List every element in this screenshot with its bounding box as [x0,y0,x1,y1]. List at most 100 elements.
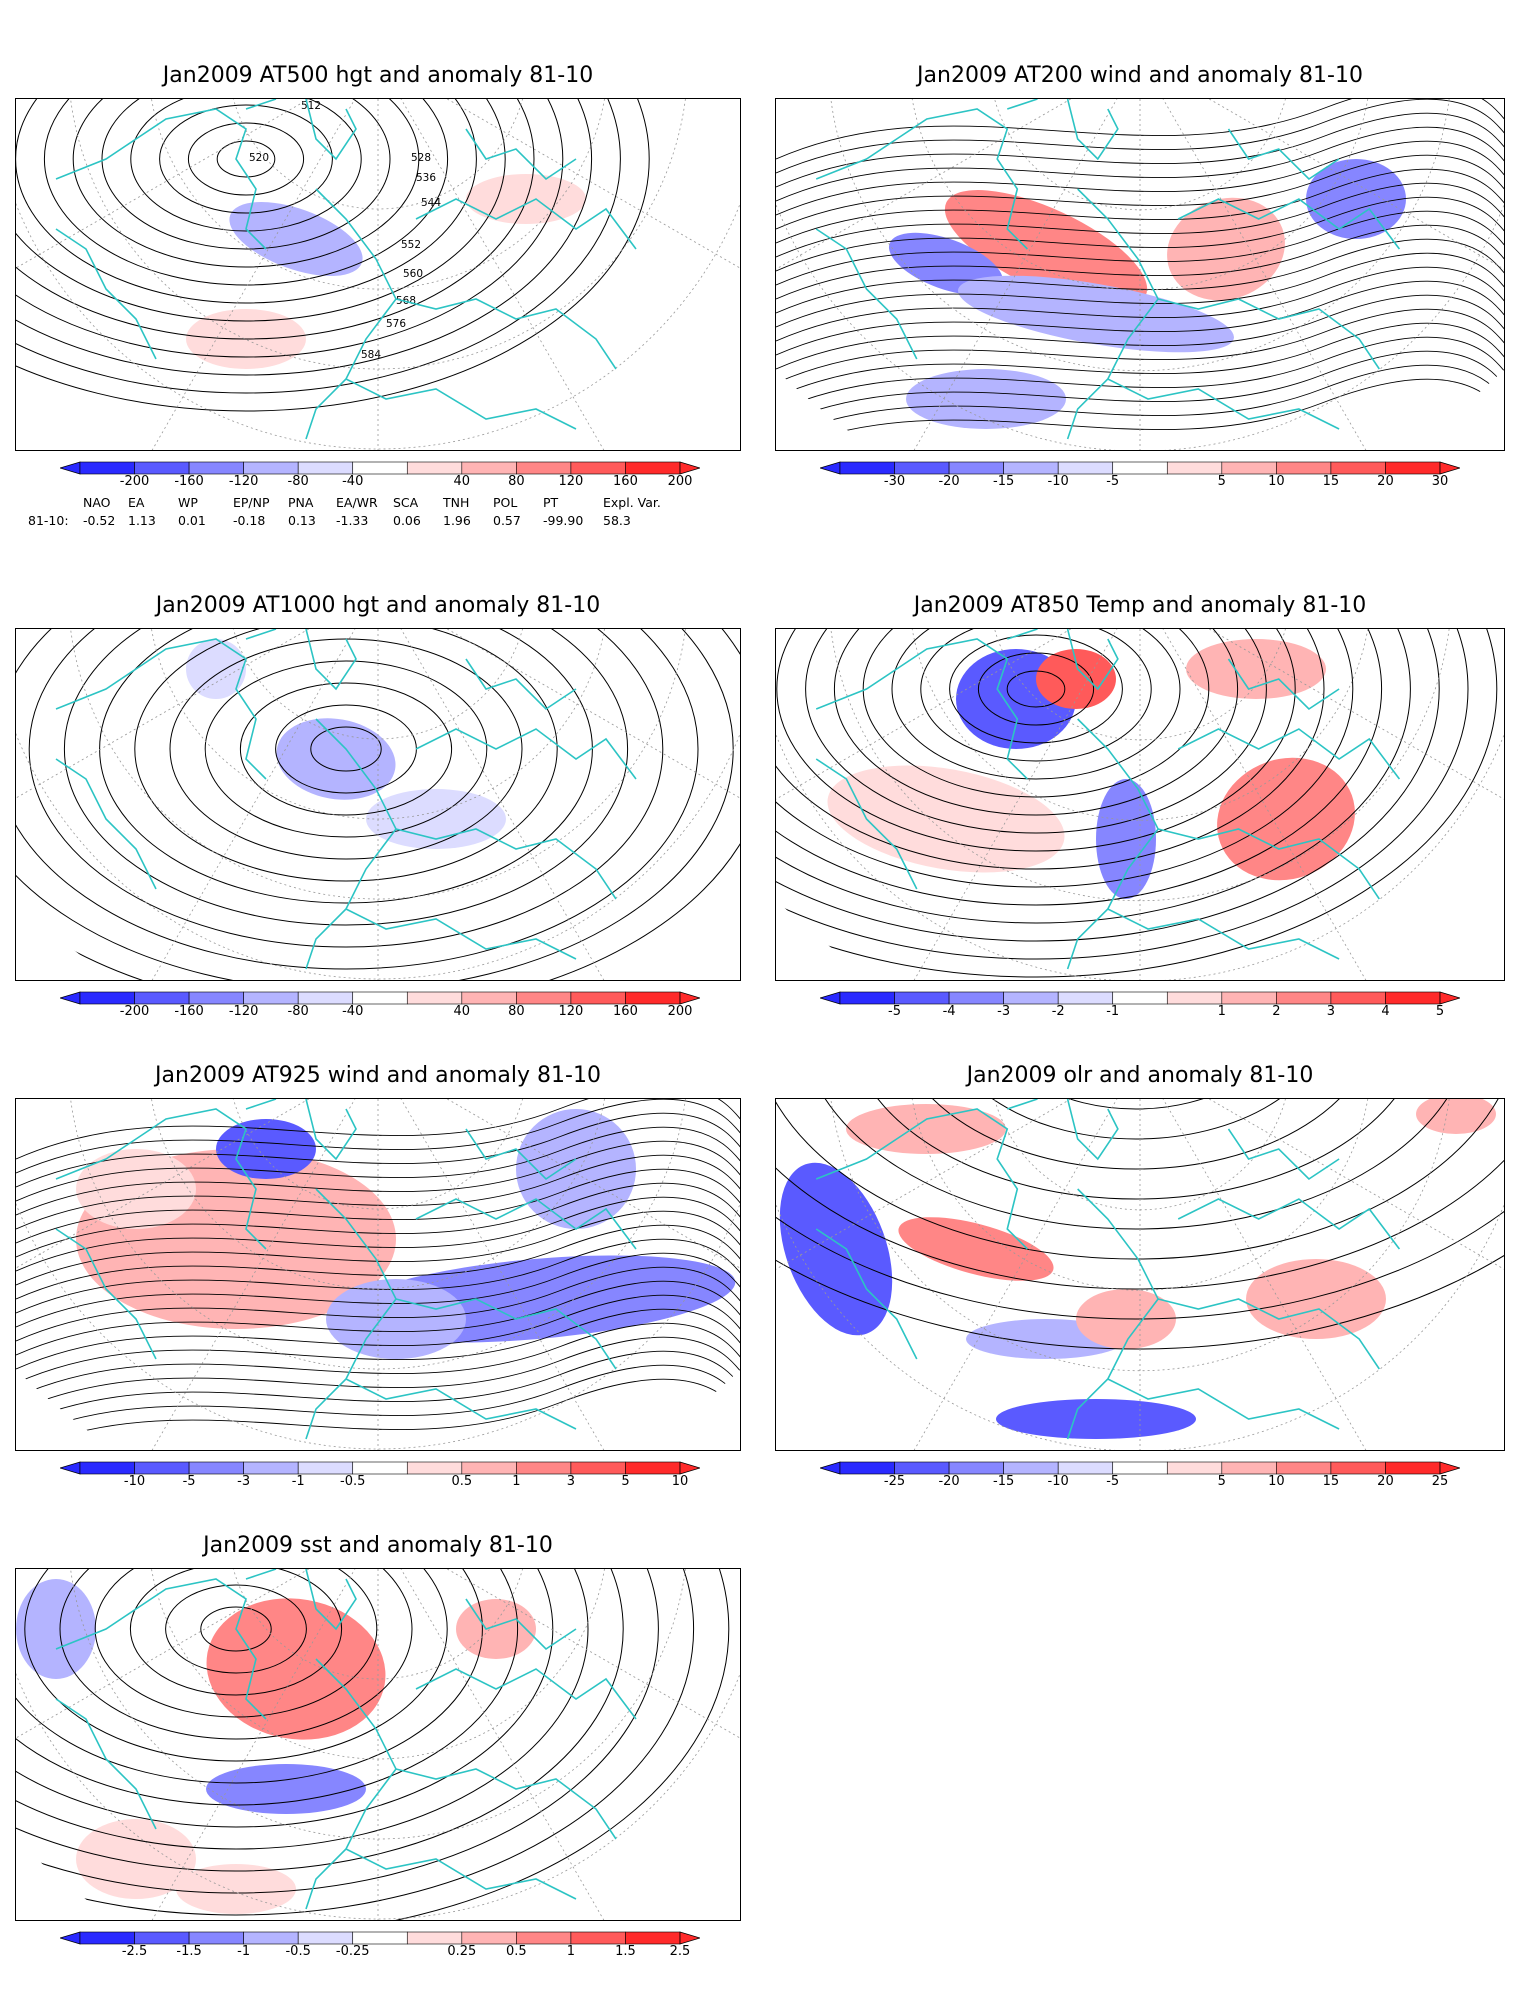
colorbar-graphic [58,991,702,1005]
contour-line [776,629,1498,978]
colorbar-tick-label: -25 [883,1474,906,1489]
coastline-layer [55,99,637,440]
outside-domain [776,370,1504,450]
latitude-circles [16,1099,740,1450]
contour-line [16,99,506,322]
coastline [815,1228,918,1360]
contour-line [16,1569,589,1850]
colorbar-swatch [134,1931,190,1945]
anomaly-area [466,174,586,224]
streamline [776,99,1504,160]
coastline [345,908,577,960]
streamline [776,168,1504,244]
streamline [16,1196,740,1272]
coastline [1227,658,1340,711]
map-graphic [16,1099,740,1450]
anomaly-area [326,1279,466,1359]
colorbar-swatch [570,991,626,1005]
index-row-label: 81-10: [28,513,69,528]
meridian [913,629,1118,980]
colorbar-swatch [570,1461,626,1475]
meridian [151,629,356,980]
colorbar-graphic [58,1931,702,1945]
streamline [776,154,1504,230]
colorbar-swatch [352,1931,408,1945]
colorbar-swatch [625,991,681,1005]
streamline [16,1210,740,1286]
contour-line [16,99,650,412]
colorbar-swatch [1003,461,1059,475]
colorbar-tick-label: 200 [667,1004,693,1019]
coastline-layer [55,1099,637,1440]
colorbar-at1000: -200 -160 -120 -80 -40 40 80 120 160 200 [58,990,702,1019]
coastline [465,128,577,181]
colorbar-swatch [516,1931,572,1945]
contour-line [776,629,1382,906]
colorbar-tick-label: -2.5 [121,1944,148,1959]
contour-line [1068,1099,1204,1110]
contour-line [165,1584,307,1674]
index-header: PNA [288,495,314,510]
contour-line [28,629,664,948]
colorbar-swatch [948,1461,1004,1475]
coastline [1157,828,1380,900]
contour-line [16,99,592,376]
meridian [151,1569,356,1920]
meridian [151,1099,356,1450]
meridian [776,99,1072,270]
meridian [400,1099,605,1450]
colorbar-arrow-high [679,1461,702,1475]
panel-title: Jan2009 AT850 Temp and anomaly 81-10 [913,593,1367,618]
colorbar-tick-label: -1 [291,1474,305,1489]
colorbar-tick-label: -10 [1047,1474,1069,1489]
anomaly-area [276,718,396,800]
colorbar-swatch [516,991,572,1005]
meridian [400,629,605,980]
colorbar-tick-label: 10 [1268,1474,1285,1489]
index-table: NAO EA WP EP/NP PNA EA/WR SCA TNH POL PT Expl. Var… [28,495,708,535]
anomaly-area [1306,159,1406,239]
colorbar-swatch [1003,991,1059,1005]
streamline [776,224,1504,300]
streamline [776,350,1504,426]
colorbar-swatch [1221,991,1277,1005]
streamline [16,1350,740,1426]
colorbar-tick-label: 15 [1322,474,1340,489]
index-header: NAO [83,495,111,510]
index-header: TNH [443,495,470,510]
colorbar-swatch [79,1461,135,1475]
anomaly-area [366,789,506,849]
colorbar-tick-label: 80 [508,474,525,489]
anomaly-area [1416,1099,1496,1134]
contour-line [134,629,558,882]
outside-domain [776,900,1504,980]
anomaly-area [1217,757,1355,881]
colorbar-arrow-high [1439,991,1462,1005]
contour-layer [16,629,740,980]
colorbar-swatch [1003,1461,1059,1475]
colorbar-tick-label: 5 [1435,1004,1445,1019]
colorbar-tick-label: -160 [174,474,204,489]
contour-line [862,629,1210,798]
contour-line [932,1099,1340,1170]
colorbar-swatch [243,461,299,475]
index-value: 58.3 [603,513,631,528]
colorbar-swatch [79,991,135,1005]
colorbar-tick-label: -3 [237,1474,251,1489]
index-header: SCA [393,495,419,510]
coastline [465,1128,577,1181]
colorbar-swatch [1330,991,1386,1005]
panel-title: Jan2009 olr and anomaly 81-10 [966,1063,1314,1088]
contour-line [992,1099,1280,1140]
colorbar-swatch [461,1461,517,1475]
contour-line [776,1210,1504,1320]
colorbar-at500: -200 -160 -120 -80 -40 40 80 120 160 200 [58,460,702,489]
colorbar-swatch [188,461,244,475]
colorbar-tick-label: -40 [342,474,364,489]
colorbar-swatch [894,461,950,475]
colorbar-arrow-low [818,991,841,1005]
contour-label: 584 [361,349,381,361]
contour-line [43,99,449,286]
colorbar-arrow-low [58,1461,81,1475]
meridian [400,1569,605,1920]
